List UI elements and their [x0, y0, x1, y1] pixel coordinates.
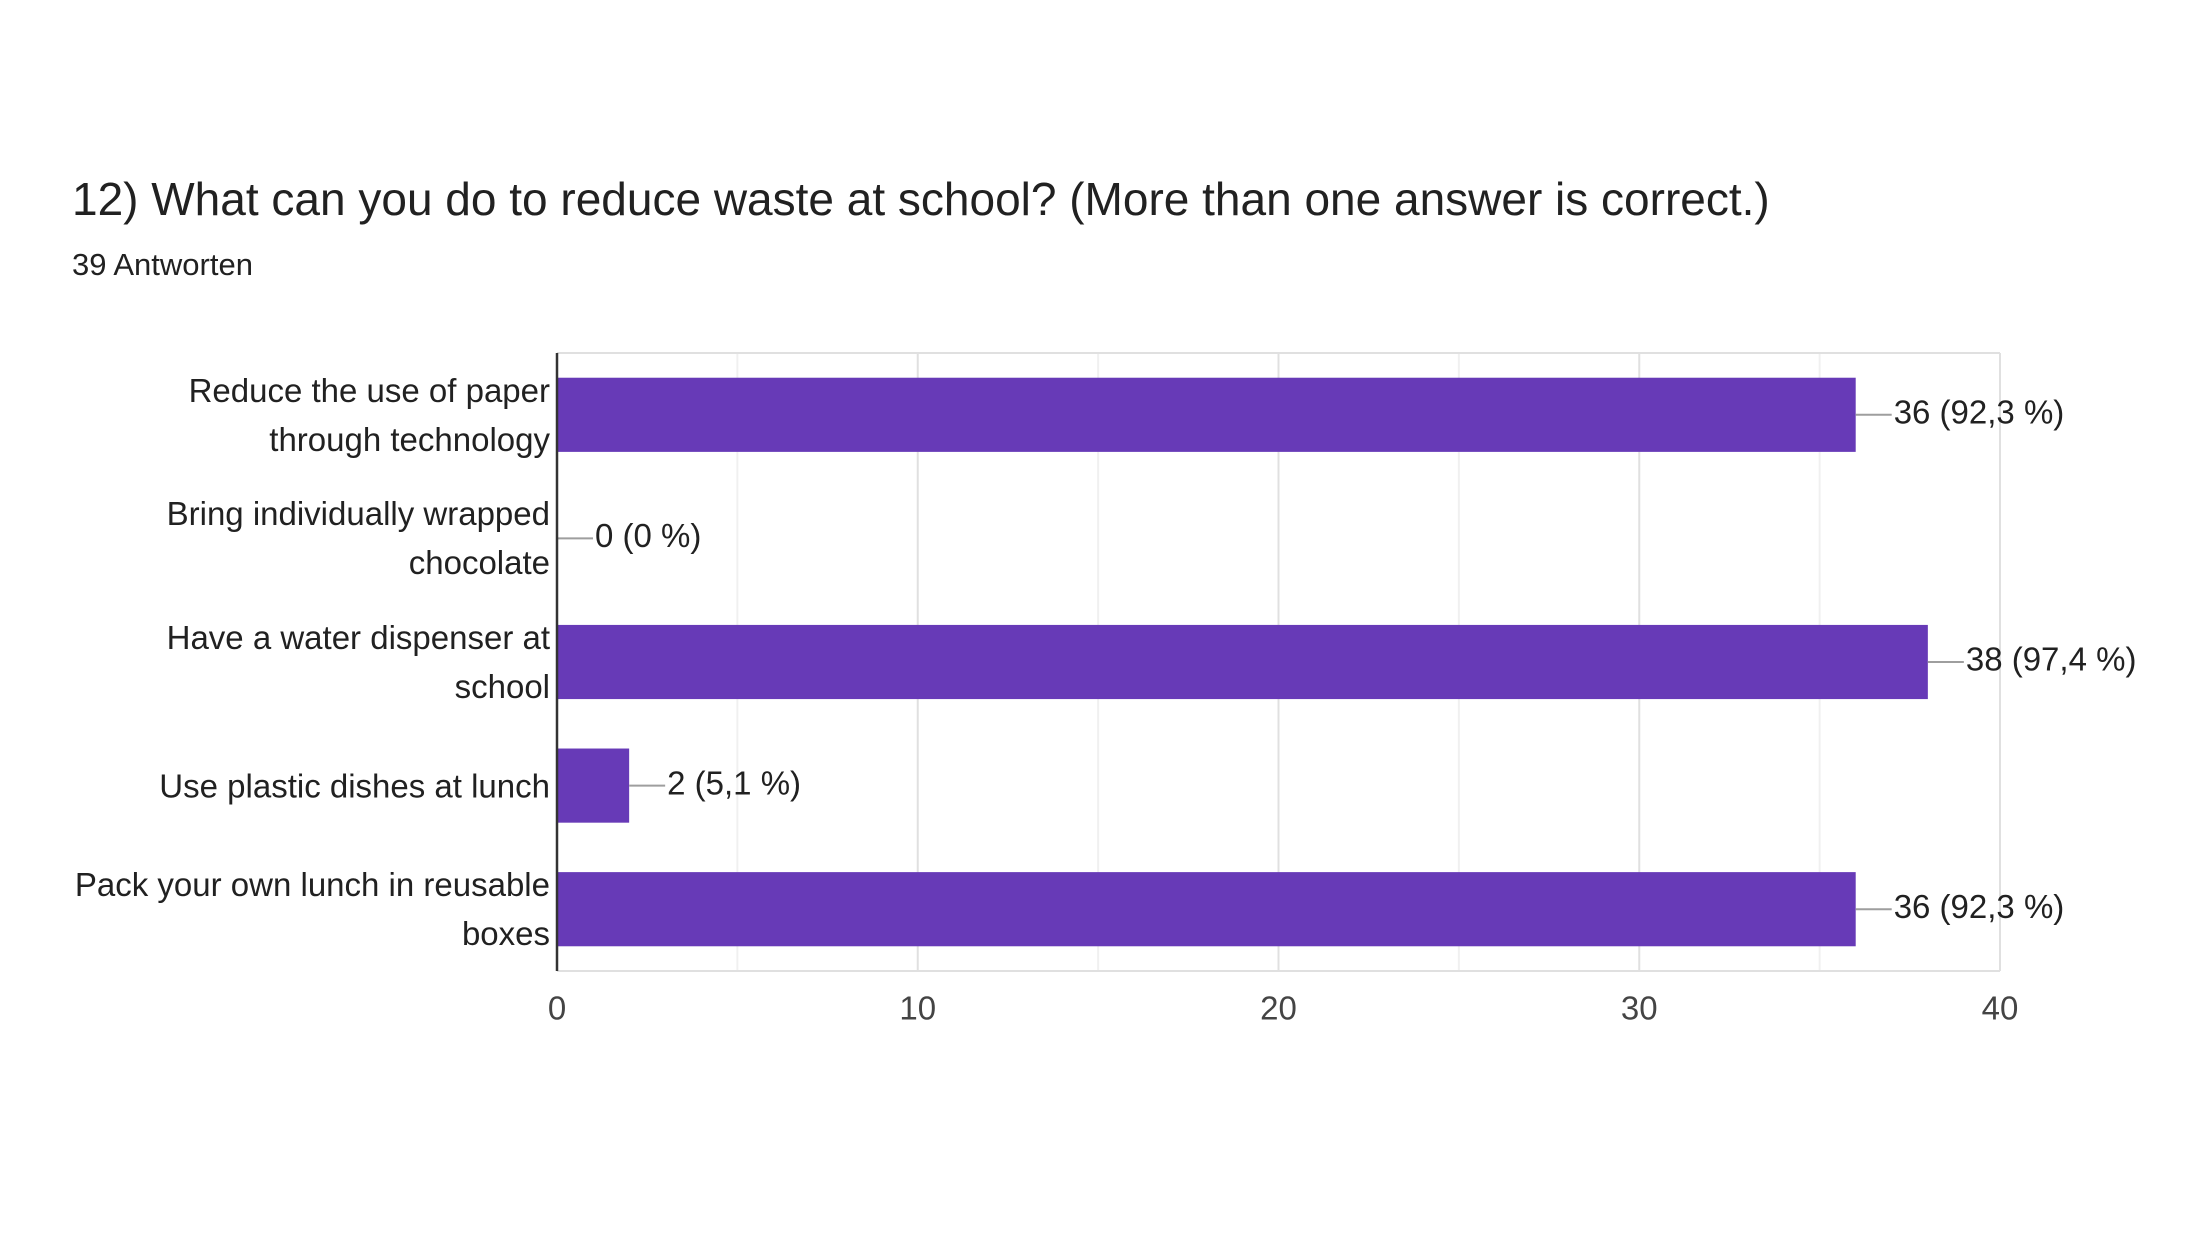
value-label: 36 (92,3 %)	[1894, 888, 2065, 925]
value-label: 2 (5,1 %)	[667, 764, 801, 801]
x-tick-label: 40	[1982, 990, 2019, 1027]
y-tick-label: Use plastic dishes at lunch	[159, 767, 550, 805]
value-label: 38 (97,4 %)	[1966, 641, 2137, 678]
bar	[557, 624, 1928, 700]
y-tick-label: Bring individually wrapped chocolate	[166, 495, 550, 582]
y-tick-label: Reduce the use of paper through technolo…	[188, 371, 550, 458]
bar	[557, 872, 1856, 947]
value-label: 0 (0 %)	[595, 517, 701, 554]
value-label: 36 (92,3 %)	[1894, 394, 2065, 431]
y-tick-label: Pack your own lunch in reusable boxes	[74, 866, 550, 953]
x-tick-label: 0	[548, 990, 566, 1027]
bar	[557, 377, 1856, 452]
chart-title: 12) What can you do to reduce waste at s…	[72, 173, 1770, 225]
chart-subtitle: 39 Antworten	[72, 247, 253, 282]
x-tick-label: 30	[1621, 990, 1658, 1027]
bar	[557, 748, 630, 823]
y-tick-label: Have a water dispenser at school	[166, 619, 550, 705]
x-tick-label: 20	[1260, 990, 1297, 1027]
x-tick-label: 10	[899, 990, 936, 1027]
